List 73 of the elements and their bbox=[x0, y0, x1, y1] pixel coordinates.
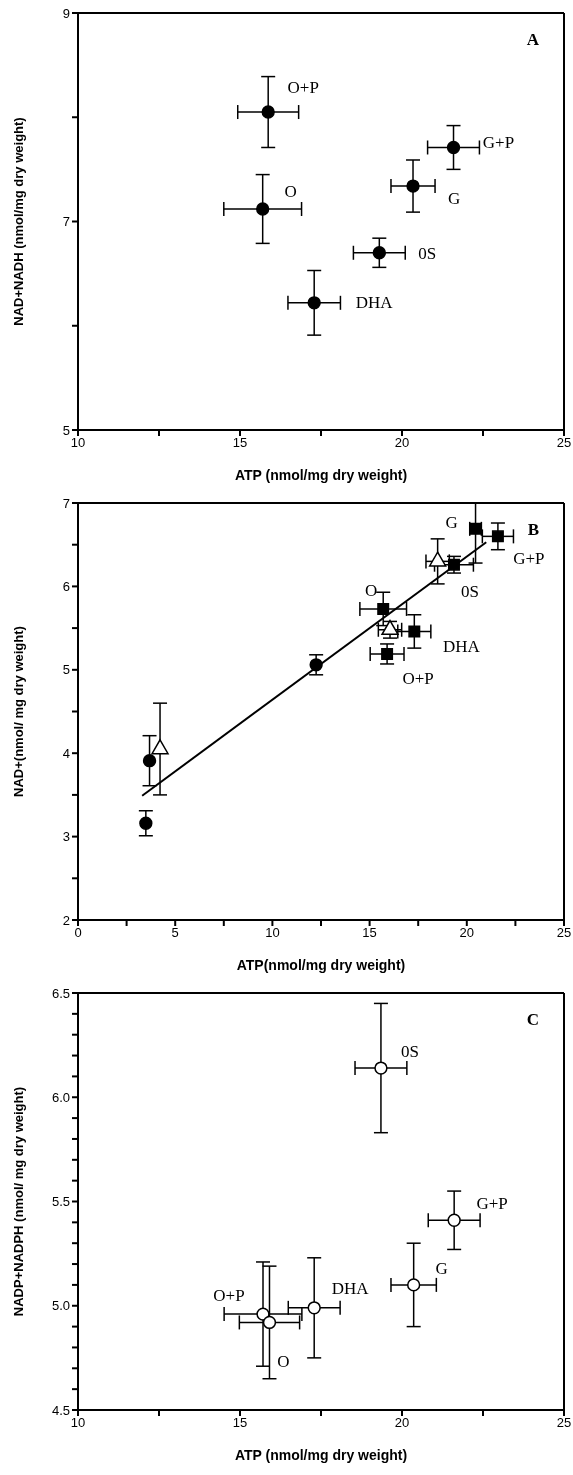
point bbox=[307, 296, 321, 310]
x-axis-title: ATP (nmol/mg dry weight) bbox=[234, 1447, 408, 1463]
annotation: G bbox=[445, 513, 458, 533]
x-tick-label: 15 bbox=[232, 1415, 248, 1431]
point bbox=[446, 140, 461, 155]
x-tick-label: 20 bbox=[394, 1415, 410, 1431]
y-tick-label: 5 bbox=[62, 422, 70, 438]
x-tick-label: 25 bbox=[556, 435, 572, 451]
annotation: O+P bbox=[402, 669, 434, 689]
annotation: 0S bbox=[460, 582, 479, 602]
annotation: O+P bbox=[213, 1285, 245, 1305]
annotation: 0S bbox=[418, 244, 437, 264]
x-tick-label: 15 bbox=[232, 435, 248, 451]
point bbox=[407, 1278, 421, 1292]
x-tick-label: 25 bbox=[556, 1415, 572, 1431]
point bbox=[151, 739, 169, 755]
y-tick-label: 5.5 bbox=[51, 1194, 70, 1210]
x-tick-label: 10 bbox=[70, 435, 86, 451]
x-tick-label: 5 bbox=[171, 925, 179, 941]
text: C bbox=[526, 1010, 539, 1030]
point bbox=[256, 202, 270, 216]
annotation: DHA bbox=[331, 1279, 370, 1299]
annotation: G bbox=[435, 1259, 448, 1279]
point bbox=[372, 246, 386, 260]
y-tick-label: 4 bbox=[62, 745, 70, 761]
x-tick-label: 10 bbox=[70, 1415, 86, 1431]
point bbox=[139, 816, 153, 830]
y-tick-label: 2 bbox=[62, 912, 70, 928]
x-axis-title: ATP (nmol/mg dry weight) bbox=[234, 467, 408, 483]
point bbox=[262, 1315, 277, 1330]
y-tick-label: 5 bbox=[62, 662, 70, 678]
annotation: 0S bbox=[400, 1041, 419, 1061]
annotation: O bbox=[277, 1351, 290, 1371]
y-tick-label: 6.0 bbox=[51, 1089, 70, 1105]
y-tick-label: 4.5 bbox=[51, 1402, 70, 1418]
y-tick-label: 7 bbox=[62, 214, 70, 230]
x-tick-label: 20 bbox=[459, 925, 475, 941]
x-tick-label: 0 bbox=[74, 925, 82, 941]
x-tick-label: 20 bbox=[394, 435, 410, 451]
x-tick-label: 25 bbox=[556, 925, 572, 941]
point bbox=[408, 625, 421, 638]
y-tick-label: 9 bbox=[62, 5, 70, 21]
point bbox=[406, 179, 420, 193]
y-tick-label: 5.0 bbox=[51, 1298, 70, 1314]
text: A bbox=[526, 30, 539, 50]
text: B bbox=[527, 520, 539, 540]
point bbox=[377, 602, 390, 615]
point bbox=[261, 105, 275, 119]
point bbox=[447, 1213, 461, 1227]
annotation: O bbox=[284, 182, 297, 202]
annotation: DHA bbox=[355, 293, 394, 313]
point bbox=[307, 1301, 321, 1315]
annotation: O+P bbox=[287, 77, 319, 97]
y-tick-label: 7 bbox=[62, 495, 70, 511]
y-tick-label: 3 bbox=[62, 829, 70, 845]
point bbox=[142, 754, 157, 768]
y-tick-label: 6.5 bbox=[51, 985, 70, 1001]
y-axis-title: NADP+NADPH (nmol/ mg dry weight) bbox=[10, 1086, 26, 1317]
annotation: G+P bbox=[513, 548, 545, 568]
annotation: G+P bbox=[482, 132, 515, 152]
annotation: DHA bbox=[442, 636, 481, 656]
annotation: O bbox=[365, 581, 378, 601]
y-tick-label: 6 bbox=[62, 579, 70, 595]
point bbox=[374, 1061, 388, 1075]
annotation: G bbox=[447, 188, 461, 208]
x-tick-label: 10 bbox=[265, 925, 280, 941]
x-tick-label: 15 bbox=[362, 925, 377, 941]
annotation: G+P bbox=[476, 1193, 508, 1213]
point bbox=[491, 530, 504, 543]
x-axis-title: ATP(nmol/mg dry weight) bbox=[236, 957, 406, 973]
y-axis-title: NAD+(nmol/ mg dry weight) bbox=[10, 626, 26, 797]
point bbox=[381, 647, 394, 660]
y-axis-title: NAD+NADH (nmol/mg dry weight) bbox=[10, 117, 26, 326]
